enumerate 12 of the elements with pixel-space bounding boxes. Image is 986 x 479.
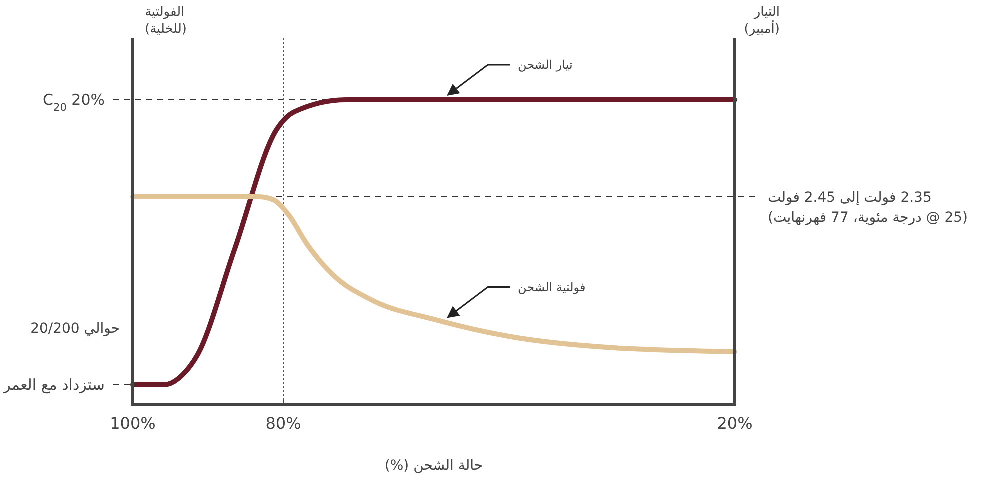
x-axis-title: حالة الشحن (%) — [384, 458, 484, 474]
x-tick-label: 20% — [717, 414, 753, 433]
y-axis-title: الفولتية (للخلية) — [145, 5, 187, 37]
ref-line-label: ستزداد مع العمر — [2, 376, 105, 394]
annotation: فولتية الشحن — [518, 280, 586, 294]
x-tick-label: 100% — [110, 414, 156, 433]
x-tick-label: 80% — [266, 414, 302, 433]
text: تيار الشحن — [518, 58, 573, 72]
text: حوالي 20/200 — [30, 321, 120, 337]
ref-line-label: 2.35 فولت إلى 2.45 فولت (25 @ درجة مئوية، 77 فهرنهايت) — [768, 190, 968, 226]
ref-line-label: C$_{20}$ 20% — [43, 91, 105, 114]
y2-axis-title: التيار (أمبير) — [744, 5, 780, 37]
